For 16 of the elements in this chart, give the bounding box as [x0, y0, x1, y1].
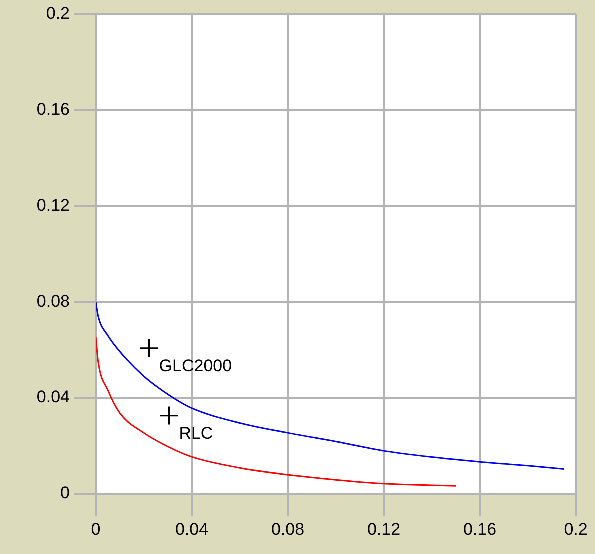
- y-tick-label: 0.08: [36, 292, 70, 311]
- y-tick-label: 0.16: [36, 100, 70, 119]
- line-series: [96, 301, 565, 470]
- x-tick-label: 0.16: [463, 520, 497, 539]
- series-label: GLC2000: [159, 356, 232, 376]
- y-tick-label: 0.2: [46, 4, 70, 23]
- x-tick-label: 0.12: [367, 520, 401, 539]
- series-label: RLC: [179, 424, 214, 443]
- x-tick-label: 0.04: [175, 520, 209, 539]
- line-series: [96, 336, 457, 487]
- x-tick-label: 0.08: [271, 520, 305, 539]
- y-tick-label: 0.04: [36, 388, 70, 407]
- y-tick-label: 0.12: [36, 196, 70, 215]
- x-tick-label: 0: [91, 520, 101, 539]
- x-tick-label: 0.2: [564, 520, 588, 539]
- y-tick-label: 0: [60, 484, 70, 503]
